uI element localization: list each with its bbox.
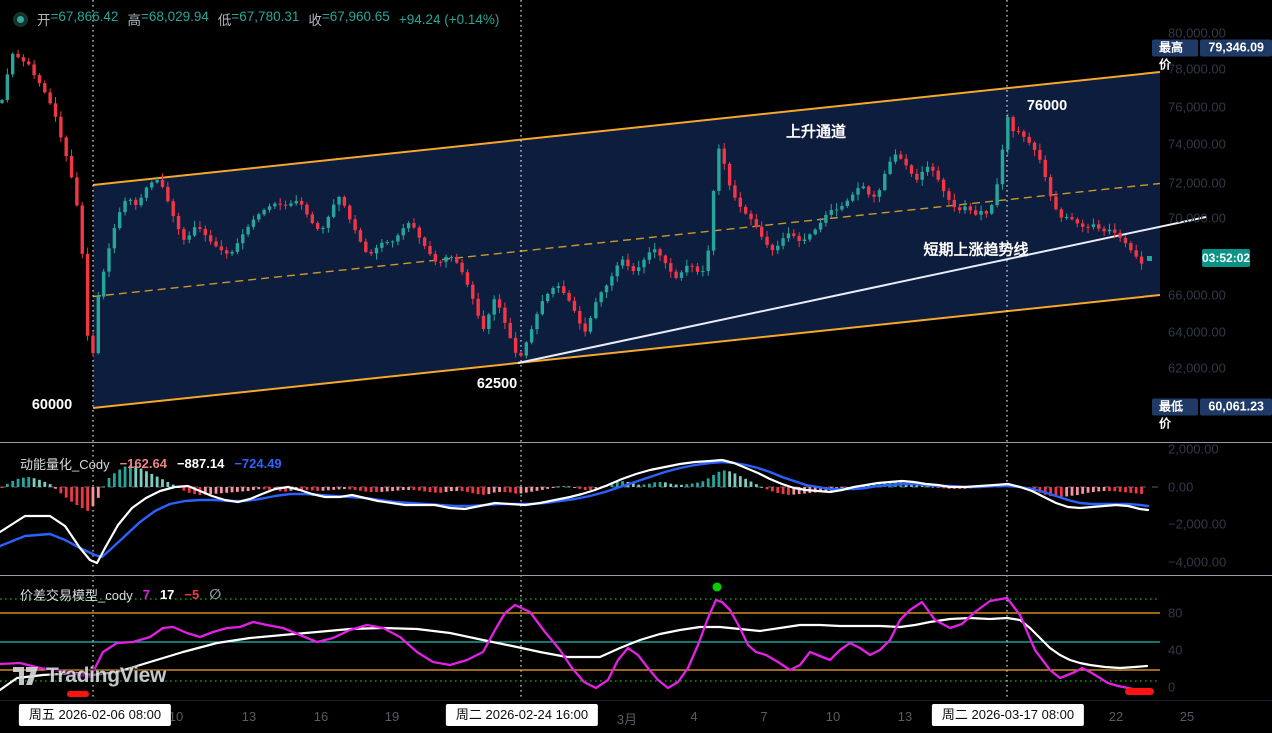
trendline-annotation: 短期上涨趋势线 [923,241,1029,259]
level-76000-label: 76000 [1026,98,1068,114]
change-value: +94.24 (+0.14%) [398,11,500,27]
close-value: =67,960.65 [321,9,390,24]
spread-model-indicator-pane [0,582,1160,697]
lowest-price-badge: 最低价 60,061.23 [1152,398,1272,431]
time-axis-tick: 13 [897,709,913,724]
tradingview-logo-icon [13,667,38,685]
time-axis-tick: 25 [1179,709,1195,724]
open-value: =67,866.42 [50,9,119,24]
sell-signal-marker [1125,688,1154,695]
time-axis-tick: 3月 [616,712,638,727]
time-axis-tick: 10 [168,709,184,724]
indicator2-value-1: 7 [142,587,150,602]
tradingview-watermark: TradingView [12,664,166,688]
watermark-text: TradingView [46,664,167,687]
indicator2-value-2: 17 [159,587,175,602]
indicator1-value-2: −887.14 [176,456,225,471]
open-label: 开 [37,13,51,28]
time-axis-tick: 7 [760,709,768,724]
pane-divider[interactable] [0,442,1272,443]
indicator1-title[interactable]: 动能量化_Cody [20,457,110,472]
date-badge: 周二 2026-02-24 16:00 [445,704,599,726]
lowest-price-label: 最低价 [1152,398,1199,431]
lowest-price-value: 60,061.23 [1200,398,1272,416]
highest-price-label: 最高价 [1152,39,1199,72]
high-value: =68,029.94 [140,9,209,24]
candlestick-series [0,49,1152,359]
high-label: 高 [127,13,141,28]
date-badge: 周二 2026-03-17 08:00 [931,704,1085,726]
buy-signal-dot [712,582,722,592]
time-axis-tick: 16 [313,709,329,724]
time-axis-tick: 13 [241,709,257,724]
highest-price-value: 79,346.09 [1200,39,1272,57]
time-axis-tick: 10 [825,709,841,724]
level-60000-label: 60000 [31,397,73,413]
indicator2-title-row[interactable]: 价差交易模型_cody 7 17 −5 ∅ [20,585,221,604]
level-62500-label: 62500 [476,376,518,392]
bar-countdown-badge: 03:52:02 [1202,249,1251,267]
sell-signal-marker [67,691,89,697]
indicator1-value-1: −162.64 [119,456,167,471]
time-axis-divider [0,700,1272,701]
ascending-channel-drawing[interactable] [92,71,1161,409]
time-scale-area[interactable]: 10 13 16 19 3月 4 7 10 13 22 25 周五 2026-02-06 08:00 周… [0,700,1272,733]
momentum-indicator-pane [0,458,1160,565]
pane-divider[interactable] [0,575,1272,576]
current-price-dot [1147,256,1152,261]
highest-price-badge: 最高价 79,346.09 [1152,39,1272,72]
indicator2-value-4: ∅ [209,586,222,602]
low-value: =67,780.31 [231,9,300,24]
ohlc-legend[interactable]: 开 =67,866.42 高 =68,029.94 低 =67,780.31 收 =67… [13,9,499,29]
trendline-drawing[interactable] [517,216,1207,364]
indicator1-title-row[interactable]: 动能量化_Cody −162.64 −887.14 −724.49 [20,454,282,473]
indicator1-value-3: −724.49 [234,456,282,471]
low-label: 低 [217,13,232,28]
channel-annotation: 上升通道 [785,123,847,141]
series-marker-icon [13,11,28,27]
date-badge: 周五 2026-02-06 08:00 [18,704,172,726]
close-label: 收 [308,13,322,28]
time-axis-tick: 4 [690,709,698,724]
indicator2-value-3: −5 [184,587,200,602]
time-axis-tick: 19 [384,709,400,724]
indicator2-title[interactable]: 价差交易模型_cody [20,588,133,603]
time-axis-tick: 22 [1108,709,1124,724]
